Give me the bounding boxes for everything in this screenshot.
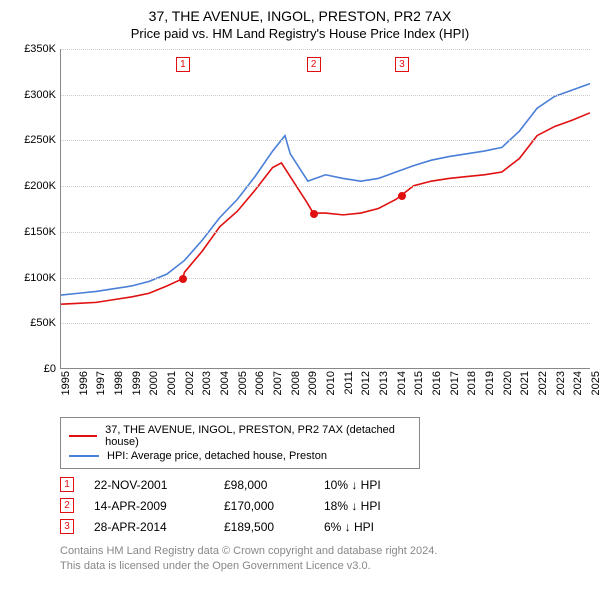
sales-diff: 10% ↓ HPI [324, 478, 424, 492]
chart-area: £0£50K£100K£150K£200K£250K£300K£350K 123… [10, 49, 590, 409]
x-tick-label: 2007 [272, 371, 284, 395]
x-tick-label: 2012 [360, 371, 372, 395]
x-tick-label: 2025 [590, 371, 600, 395]
sales-price: £170,000 [224, 499, 324, 513]
x-tick-label: 2018 [466, 371, 478, 395]
y-tick-label: £300K [24, 89, 56, 101]
x-tick-label: 2020 [502, 371, 514, 395]
y-tick-label: £50K [30, 317, 56, 329]
x-tick-label: 2010 [325, 371, 337, 395]
x-tick-label: 2023 [555, 371, 567, 395]
y-tick-label: £150K [24, 226, 56, 238]
series-line [61, 84, 590, 295]
sales-price: £189,500 [224, 520, 324, 534]
footer-line-1: Contains HM Land Registry data © Crown c… [60, 544, 590, 559]
x-tick-label: 2019 [484, 371, 496, 395]
sales-row: 1 22-NOV-2001£98,00010% ↓ HPI [60, 477, 590, 492]
legend-label: 37, THE AVENUE, INGOL, PRESTON, PR2 7AX … [105, 424, 411, 448]
sales-row: 3 28-APR-2014£189,5006% ↓ HPI [60, 519, 590, 534]
legend: 37, THE AVENUE, INGOL, PRESTON, PR2 7AX … [60, 417, 420, 469]
sale-marker-box: 2 [307, 57, 321, 72]
x-tick-label: 2021 [519, 371, 531, 395]
x-tick-label: 2008 [290, 371, 302, 395]
x-tick-label: 2001 [166, 371, 178, 395]
x-tick-label: 2005 [237, 371, 249, 395]
sale-marker-box: 1 [176, 57, 190, 72]
legend-swatch [69, 435, 97, 437]
sales-date: 22-NOV-2001 [94, 478, 224, 492]
y-tick-label: £0 [44, 363, 56, 375]
footer-attribution: Contains HM Land Registry data © Crown c… [60, 544, 590, 575]
sales-marker: 1 [60, 477, 74, 492]
gridline [61, 186, 590, 187]
x-tick-label: 2000 [148, 371, 160, 395]
x-tick-label: 2004 [219, 371, 231, 395]
y-tick-label: £100K [24, 272, 56, 284]
footer-line-2: This data is licensed under the Open Gov… [60, 559, 590, 574]
chart-lines [61, 49, 590, 368]
legend-swatch [69, 455, 99, 457]
x-tick-label: 1999 [131, 371, 143, 395]
sales-table: 1 22-NOV-2001£98,00010% ↓ HPI 2 14-APR-2009… [60, 477, 590, 534]
sales-diff: 18% ↓ HPI [324, 499, 424, 513]
legend-label: HPI: Average price, detached house, Pres… [107, 450, 327, 462]
sale-marker-box: 3 [395, 57, 409, 72]
sales-price: £98,000 [224, 478, 324, 492]
x-tick-label: 2024 [572, 371, 584, 395]
x-tick-label: 2003 [201, 371, 213, 395]
sales-marker: 3 [60, 519, 74, 534]
gridline [61, 140, 590, 141]
y-tick-label: £350K [24, 43, 56, 55]
legend-item: 37, THE AVENUE, INGOL, PRESTON, PR2 7AX … [69, 424, 411, 448]
sales-date: 28-APR-2014 [94, 520, 224, 534]
chart-subtitle: Price paid vs. HM Land Registry's House … [10, 26, 590, 41]
x-tick-label: 1995 [60, 371, 72, 395]
sale-dot [310, 210, 318, 218]
x-tick-label: 2016 [431, 371, 443, 395]
y-axis: £0£50K£100K£150K£200K£250K£300K£350K [10, 49, 60, 369]
gridline [61, 323, 590, 324]
x-tick-label: 2022 [537, 371, 549, 395]
gridline [61, 278, 590, 279]
x-tick-label: 2017 [449, 371, 461, 395]
x-axis: 1995 1996 1997 1998 1999 2000 2001 2002 2003 2004… [60, 369, 590, 409]
sales-marker: 2 [60, 498, 74, 513]
sales-date: 14-APR-2009 [94, 499, 224, 513]
x-tick-label: 2013 [378, 371, 390, 395]
plot-region: 1 2 3 [60, 49, 590, 369]
x-tick-label: 2009 [307, 371, 319, 395]
x-tick-label: 1996 [78, 371, 90, 395]
gridline [61, 232, 590, 233]
x-tick-label: 2014 [396, 371, 408, 395]
y-tick-label: £250K [24, 134, 56, 146]
chart-container: 37, THE AVENUE, INGOL, PRESTON, PR2 7AX … [0, 0, 600, 583]
x-tick-label: 2011 [343, 371, 355, 395]
chart-title: 37, THE AVENUE, INGOL, PRESTON, PR2 7AX [10, 8, 590, 24]
x-tick-label: 1998 [113, 371, 125, 395]
x-tick-label: 2006 [254, 371, 266, 395]
x-tick-label: 2015 [413, 371, 425, 395]
legend-item: HPI: Average price, detached house, Pres… [69, 450, 411, 462]
x-tick-label: 1997 [95, 371, 107, 395]
series-line [61, 113, 590, 304]
gridline [61, 49, 590, 50]
sales-row: 2 14-APR-2009£170,00018% ↓ HPI [60, 498, 590, 513]
sale-dot [398, 192, 406, 200]
sale-dot [179, 275, 187, 283]
x-tick-label: 2002 [184, 371, 196, 395]
gridline [61, 95, 590, 96]
sales-diff: 6% ↓ HPI [324, 520, 424, 534]
y-tick-label: £200K [24, 180, 56, 192]
